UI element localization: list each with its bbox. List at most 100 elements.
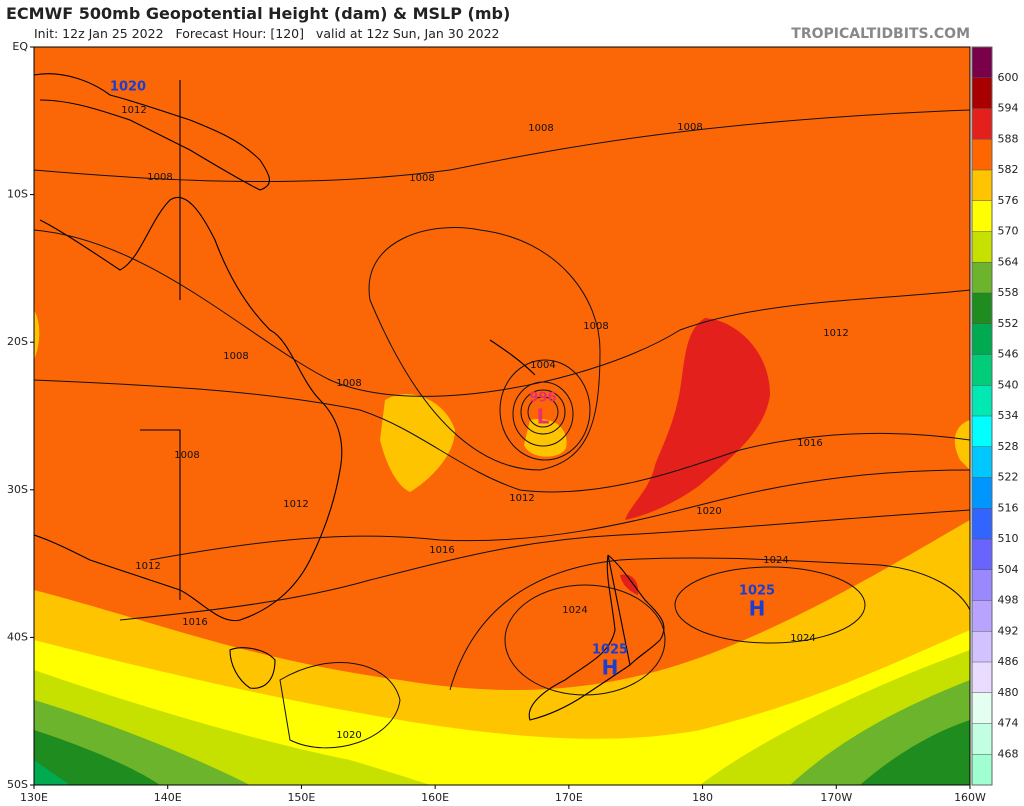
lon-label: 160E [421,791,449,804]
colorbar-label: 474 [998,717,1019,730]
isobar [504,584,666,696]
colorbar-label: 498 [998,594,1019,607]
field-546 [34,760,70,785]
field-588 [620,574,639,595]
isobar [279,662,401,749]
boundary [140,80,181,600]
isobar-label: 1008 [583,321,608,332]
isobar [34,229,970,397]
colorbar-label: 492 [998,624,1019,637]
isobar-label: 1012 [283,499,308,510]
isobar-label: 1012 [121,105,146,116]
colorbar-label: 534 [998,409,1019,422]
isobar [527,396,559,428]
lat-label: 10S [7,188,28,201]
isobar [449,557,970,691]
colorbar-label: 558 [998,286,1019,299]
field-588 [625,318,770,520]
colorbar-label: 576 [998,194,1019,207]
lat-label: 20S [7,335,28,348]
colorbar-segment [972,477,992,509]
colorbar-label: 522 [998,471,1019,484]
map-frame [33,46,971,786]
colorbar-label: 516 [998,501,1019,514]
center-value: 1020 [110,80,146,95]
isobar-label: 1008 [336,378,361,389]
isobar-label: 1012 [823,328,848,339]
isobar-label: 1008 [677,122,702,133]
colorbar-segment [972,508,992,540]
isobar [149,469,970,561]
coastline-new-zealand [528,554,665,721]
isobar-label: 1008 [223,351,248,362]
field-552 [34,720,970,785]
isobar-label: 1016 [797,438,822,449]
isobar [368,227,601,471]
colorbar-segment [972,170,992,202]
field-576 [380,394,455,492]
isobar-label: 1016 [182,617,207,628]
colorbar-segment [972,231,992,263]
coastline-new-guinea [34,73,270,191]
colorbar-label: 582 [998,163,1019,176]
isobar-label: 1004 [530,360,555,371]
isobar-label: 1012 [509,493,534,504]
colorbar-label: 546 [998,348,1019,361]
colorbar-label: 552 [998,317,1019,330]
isobar [520,389,566,435]
pressure-centers: 996 L 1025 H 1025 H 1020 [110,80,775,680]
isobar-label: 1024 [763,555,788,566]
isobar [674,566,866,644]
lon-label: 180 [692,791,713,804]
colorbar-label: 480 [998,686,1019,699]
field-564 [34,650,970,785]
isobar-labels: 1012 1008 1008 1008 1008 1008 1008 1008 … [121,105,848,741]
colorbar-label: 588 [998,132,1019,145]
colorbar-segment [972,723,992,755]
colorbar-label: 486 [998,655,1019,668]
colorbar-segment [972,354,992,386]
colorbar-label: 600 [998,71,1019,84]
isobar-label: 1008 [528,123,553,134]
lon-label: 130E [20,791,48,804]
colorbar-segment [972,385,992,417]
lat-label: 40S [7,630,28,643]
colorbar-segment [972,139,992,171]
center-value: 996 [529,391,556,406]
lon-label: 160W [954,791,986,804]
lon-label: 170W [820,791,852,804]
site-credit: TROPICALTIDBITS.COM [791,26,970,42]
isobar-label: 1016 [429,545,454,556]
center-letter: H [602,656,619,680]
field-576 [34,310,40,360]
field-576 [524,419,567,457]
colorbar-segment [972,416,992,448]
colorbar-label: 594 [998,102,1019,115]
isobar-label: 1008 [174,450,199,461]
lat-label: EQ [12,40,28,53]
lat-label: 50S [7,778,28,791]
isobar [34,109,970,183]
lon-label: 170E [555,791,583,804]
isobar-label: 1024 [562,605,587,616]
isobar [119,509,970,621]
isobar-label: 1024 [790,633,815,644]
isobar-label: 1012 [135,561,160,572]
colorbar-segment [972,600,992,632]
colorbar-segment [972,631,992,663]
colorbar-label: 510 [998,532,1019,545]
coastline-tasmania [229,647,276,689]
colorbar-segment [972,754,992,786]
isobar-label: 1020 [336,730,361,741]
isobar-label: 1008 [147,172,172,183]
title: ECMWF 500mb Geopotential Height (dam) & … [6,4,510,23]
colorbar-segment [972,569,992,601]
isobars [34,109,970,749]
isobar-label: 1008 [409,173,434,184]
colorbar-label: 504 [998,563,1019,576]
colorbar-segment [972,293,992,325]
colorbar-label: 540 [998,378,1019,391]
colorbar-label: 564 [998,255,1019,268]
